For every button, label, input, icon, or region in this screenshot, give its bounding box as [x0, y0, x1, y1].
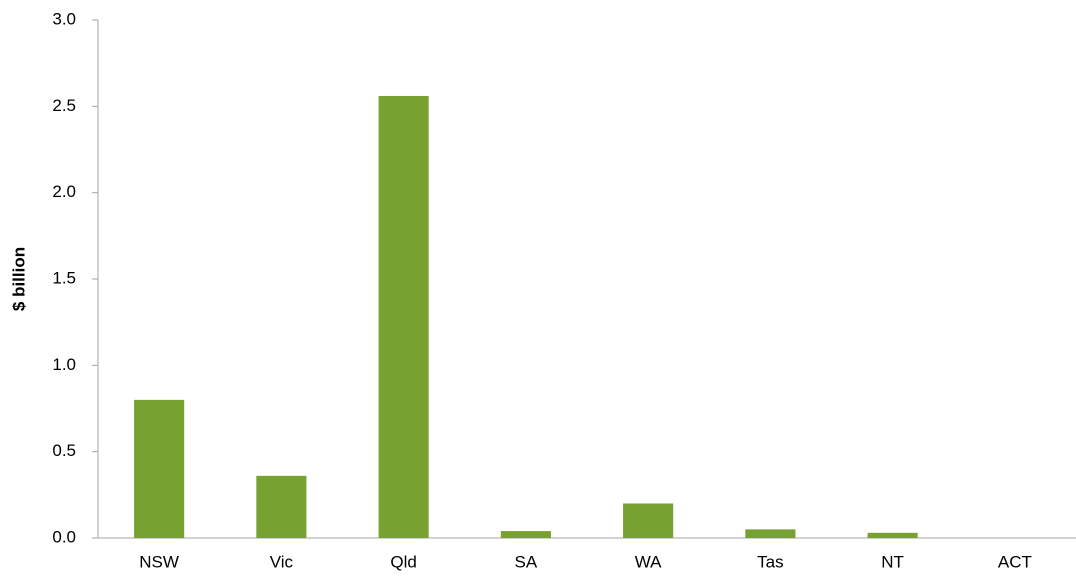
x-tick-label: NSW: [139, 552, 179, 571]
x-tick-label: Qld: [390, 552, 416, 571]
bar: [867, 532, 918, 538]
y-tick-label: 1.0: [52, 355, 76, 374]
bar: [378, 95, 429, 539]
y-tick-label: 3.0: [52, 9, 76, 28]
y-tick-label: 0.0: [52, 527, 76, 546]
bar: [500, 531, 551, 538]
x-tick-label: ACT: [998, 552, 1032, 571]
bar: [623, 503, 674, 538]
y-tick-label: 2.0: [52, 182, 76, 201]
y-tick-label: 1.5: [52, 268, 76, 287]
x-tick-label: Vic: [270, 552, 294, 571]
x-tick-label: NT: [881, 552, 904, 571]
y-axis-label: $ billion: [9, 247, 28, 311]
x-tick-label: SA: [515, 552, 538, 571]
y-tick-label: 0.5: [52, 441, 76, 460]
y-tick-label: 2.5: [52, 96, 76, 115]
bar: [256, 475, 307, 538]
x-tick-label: WA: [635, 552, 662, 571]
bar: [134, 399, 185, 538]
bar: [745, 529, 796, 538]
x-tick-label: Tas: [757, 552, 783, 571]
